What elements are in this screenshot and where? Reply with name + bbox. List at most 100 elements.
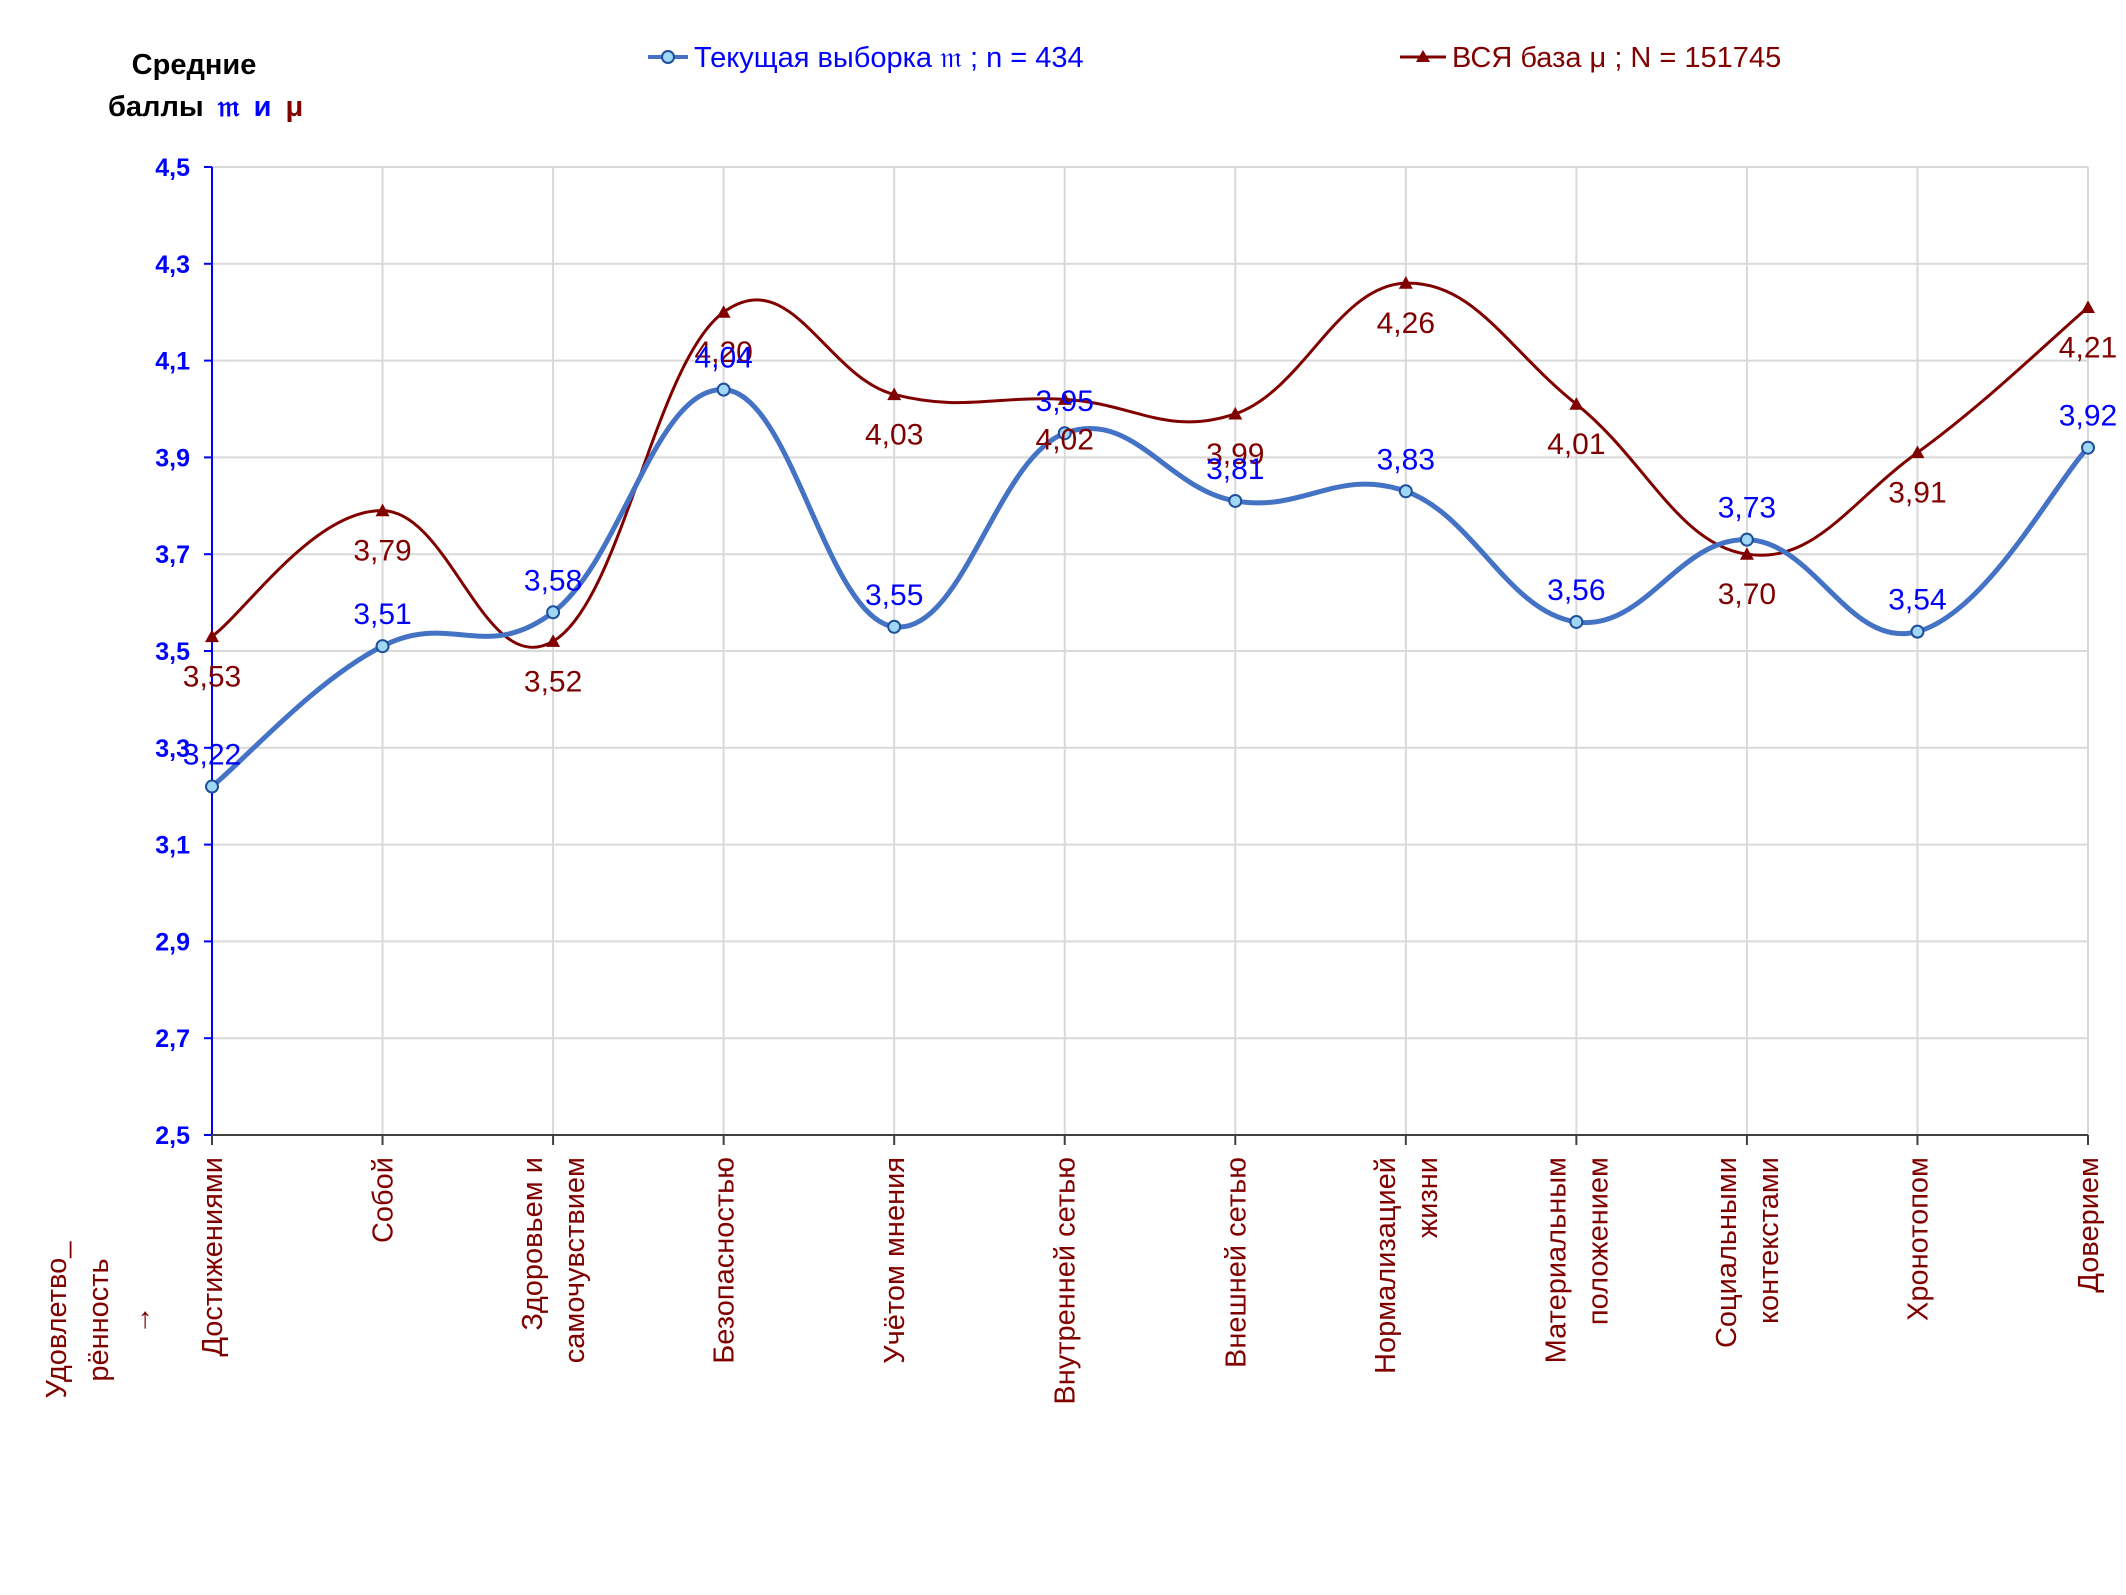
y-axis-symbol-base: μ [285,91,303,123]
y-axis-title-line2: баллы [108,91,204,123]
marker-base [1739,547,1754,560]
marker-current [375,639,390,654]
y-axis-symbol-current: 𝔪 [217,91,240,123]
x-category-line: Достижениями [197,1157,229,1357]
data-label-current: 3,95 [1036,385,1094,418]
marker-current [1228,493,1243,508]
marker-current [1398,484,1413,499]
data-label-current: 3,73 [1718,492,1776,525]
y-axis-and: и [254,91,272,123]
data-label-base: 4,02 [1036,423,1094,456]
marker-current [1739,532,1754,547]
series [205,276,2095,794]
x-category-label: Учётом мнения [879,1157,911,1364]
x-category-label: Здоровьем и самочувствием [517,1157,591,1363]
x-category-line: самочувствием [559,1157,591,1363]
x-category-line: Безопасностью [709,1157,741,1364]
x-category-line: Доверием [2073,1157,2105,1293]
x-axis-title-line2: рённость [83,1258,115,1381]
data-label-current: 3,55 [865,579,923,612]
data-labels: 3,53 3,79 3,52 4,20 4,03 4,02 3,99 4,26 4,01 3,70… [183,307,2117,771]
marker-current [1910,624,1925,639]
marker-base [716,305,731,318]
marker-current [1057,426,1072,441]
marker-current [716,382,731,397]
y-axis-title-line1: Средние [132,49,257,81]
x-category-label: Доверием [2073,1157,2105,1293]
x-axis-title-arrow: → [125,1306,157,1335]
x-category-line: Хронотопом [1902,1157,1934,1321]
data-label-current: 3,54 [1888,584,1946,617]
x-category-line: контекстами [1753,1157,1785,1324]
x-category-label: Хронотопом [1902,1157,1934,1321]
x-category-label: Внутренней сетью [1050,1157,1082,1405]
data-label-base: 3,99 [1206,438,1264,471]
x-category-line: Нормализацией [1370,1157,1402,1374]
marker-base [1910,445,1925,459]
data-label-current: 3,22 [183,739,241,772]
legend-item-base: ВСЯ база μ ; N = 151745 [1400,42,1781,74]
y-tick-label: 2,9 [155,928,190,956]
marker-current [1569,614,1584,629]
marker-base [205,629,219,643]
x-category-line: Здоровьем и [517,1157,549,1331]
data-label-base: 3,70 [1718,578,1776,611]
x-category-label: Безопасностью [709,1157,741,1364]
x-axis-title: Удовлетво_ рённость → [41,1241,157,1399]
y-tick-label: 3,1 [155,832,190,860]
data-label-current: 4,04 [694,342,752,375]
series-line-base [211,281,2089,649]
marker-base [887,387,902,401]
y-tick-label: 3,7 [155,541,190,569]
y-tick-label: 4,1 [155,348,190,376]
svg-text:баллы 𝔪 и μ: баллы 𝔪 и μ [108,91,303,123]
marker-base [546,634,561,647]
x-category-line: жизни [1412,1157,1444,1238]
legend-marker-current [661,50,675,64]
grid [211,166,2089,1135]
legend-item-current: Текущая выборка 𝔪 ; n = 434 [648,42,1084,74]
marker-current [887,619,902,634]
data-label-base: 3,53 [183,660,241,693]
data-label-base: 4,03 [865,418,923,451]
marker-base [1228,406,1243,420]
marker-current [546,605,561,620]
data-label-current: 3,56 [1547,574,1605,607]
marker-current [205,779,219,794]
x-category-line: Социальными [1711,1157,1743,1348]
x-category-line: Внешней сетью [1220,1157,1252,1368]
marker-base [2081,300,2095,313]
data-label-base: 3,79 [353,535,411,568]
legend-label-current: Текущая выборка 𝔪 ; n = 434 [694,42,1084,74]
y-tick-label: 2,7 [155,1025,190,1053]
data-label-base: 4,01 [1547,428,1605,461]
data-label-base: 3,91 [1888,477,1946,510]
x-axis-title-line1: Удовлетво_ [41,1241,73,1399]
data-label-base: 3,52 [524,665,582,698]
y-tick-label: 3,3 [155,735,190,763]
x-category-label: Достижениями [197,1157,229,1357]
legend-label-base: ВСЯ база μ ; N = 151745 [1452,42,1781,74]
x-category-line: Учётом мнения [879,1157,911,1364]
y-tick-label: 4,5 [155,154,190,182]
marker-base [1569,397,1584,410]
x-category-line: Собой [368,1157,400,1243]
data-label-base: 4,26 [1377,307,1435,340]
data-label-base: 4,21 [2059,331,2117,364]
y-tick-label: 3,9 [155,444,190,472]
data-label-current: 3,92 [2059,400,2117,433]
data-label-current: 3,51 [353,598,411,631]
axes: 2,5 2,7 2,9 3,1 3,3 3,5 3,7 3,9 4,1 4,3 4,5 Достиже… [155,154,2105,1405]
marker-base [1398,276,1413,289]
x-category-label: Собой [368,1157,400,1243]
x-category-line: положением [1582,1157,1614,1325]
y-axis-title: Средние баллы 𝔪 и μ [108,49,303,123]
y-tick-label: 2,5 [155,1122,190,1150]
legend: Текущая выборка 𝔪 ; n = 434 ВСЯ база μ ;… [648,42,1781,74]
legend-marker-base [1416,50,1430,62]
series-line-current [210,387,2090,789]
x-category-label: Внешней сетью [1220,1157,1252,1368]
x-category-label: Нормализацией жизни [1370,1157,1444,1374]
data-label-current: 3,81 [1206,453,1264,486]
x-category-line: Материальным [1540,1157,1572,1363]
